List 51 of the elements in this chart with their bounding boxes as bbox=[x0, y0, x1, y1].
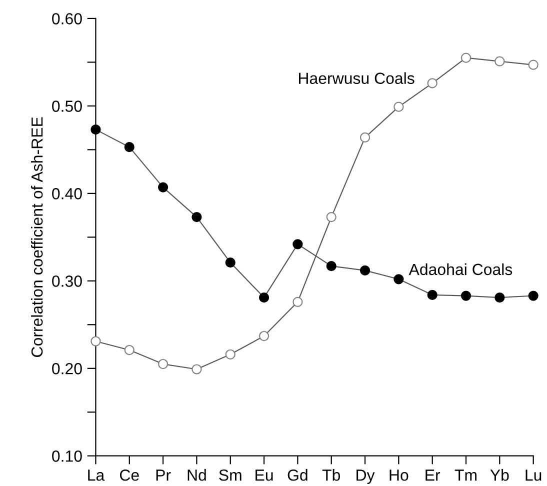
point bbox=[192, 364, 202, 374]
x-tick-label: Gd bbox=[288, 469, 308, 481]
point bbox=[225, 349, 236, 360]
y-tick-label: 0.20 bbox=[52, 363, 82, 374]
point bbox=[90, 124, 101, 135]
x-tick-label: Yb bbox=[490, 469, 509, 481]
x-tick-label: Eu bbox=[256, 470, 273, 481]
point bbox=[292, 239, 303, 250]
point bbox=[360, 132, 370, 143]
x-tick-label: Er bbox=[426, 470, 440, 481]
point bbox=[494, 56, 505, 66]
point bbox=[292, 296, 303, 307]
point bbox=[326, 212, 336, 222]
x-tick-label: Tm bbox=[454, 470, 476, 481]
point bbox=[225, 257, 236, 268]
x-tick-label: Nd bbox=[188, 469, 206, 481]
point bbox=[394, 274, 404, 284]
point bbox=[124, 142, 134, 152]
point bbox=[528, 60, 538, 70]
x-tick-label: Dy bbox=[356, 470, 375, 484]
x-tick-label: Tb bbox=[322, 469, 340, 481]
x-tick-label: Lu bbox=[526, 470, 542, 481]
point bbox=[90, 336, 101, 346]
point bbox=[192, 212, 202, 222]
y-tick-label: 0.50 bbox=[52, 100, 82, 112]
point bbox=[427, 78, 438, 88]
point bbox=[124, 344, 134, 356]
point bbox=[158, 358, 168, 370]
y-tick-label: 0.30 bbox=[52, 276, 82, 287]
point bbox=[394, 102, 404, 112]
x-tick-label: Sm bbox=[219, 469, 242, 481]
series-label: Adaohai Coals bbox=[408, 263, 512, 276]
point bbox=[460, 290, 472, 301]
x-tick-label: Pr bbox=[156, 470, 171, 481]
point bbox=[360, 265, 370, 276]
point bbox=[460, 52, 472, 63]
x-tick-label: Ce bbox=[120, 469, 139, 481]
y-tick-label: 0.10 bbox=[52, 450, 82, 462]
point bbox=[258, 292, 270, 303]
x-tick-label: Ho bbox=[390, 470, 408, 481]
y-axis-title: Correlation coefficient of Ash-REE bbox=[31, 117, 43, 357]
x-tick-label: La bbox=[88, 470, 105, 481]
point bbox=[494, 292, 505, 303]
point bbox=[528, 290, 538, 301]
point bbox=[326, 260, 336, 272]
point bbox=[427, 290, 438, 300]
point bbox=[158, 182, 168, 192]
y-tick-label: 0.60 bbox=[52, 13, 82, 24]
series-label: Haerwusu Coals bbox=[299, 72, 414, 84]
y-tick-label: 0.40 bbox=[52, 188, 82, 200]
point bbox=[258, 330, 270, 342]
